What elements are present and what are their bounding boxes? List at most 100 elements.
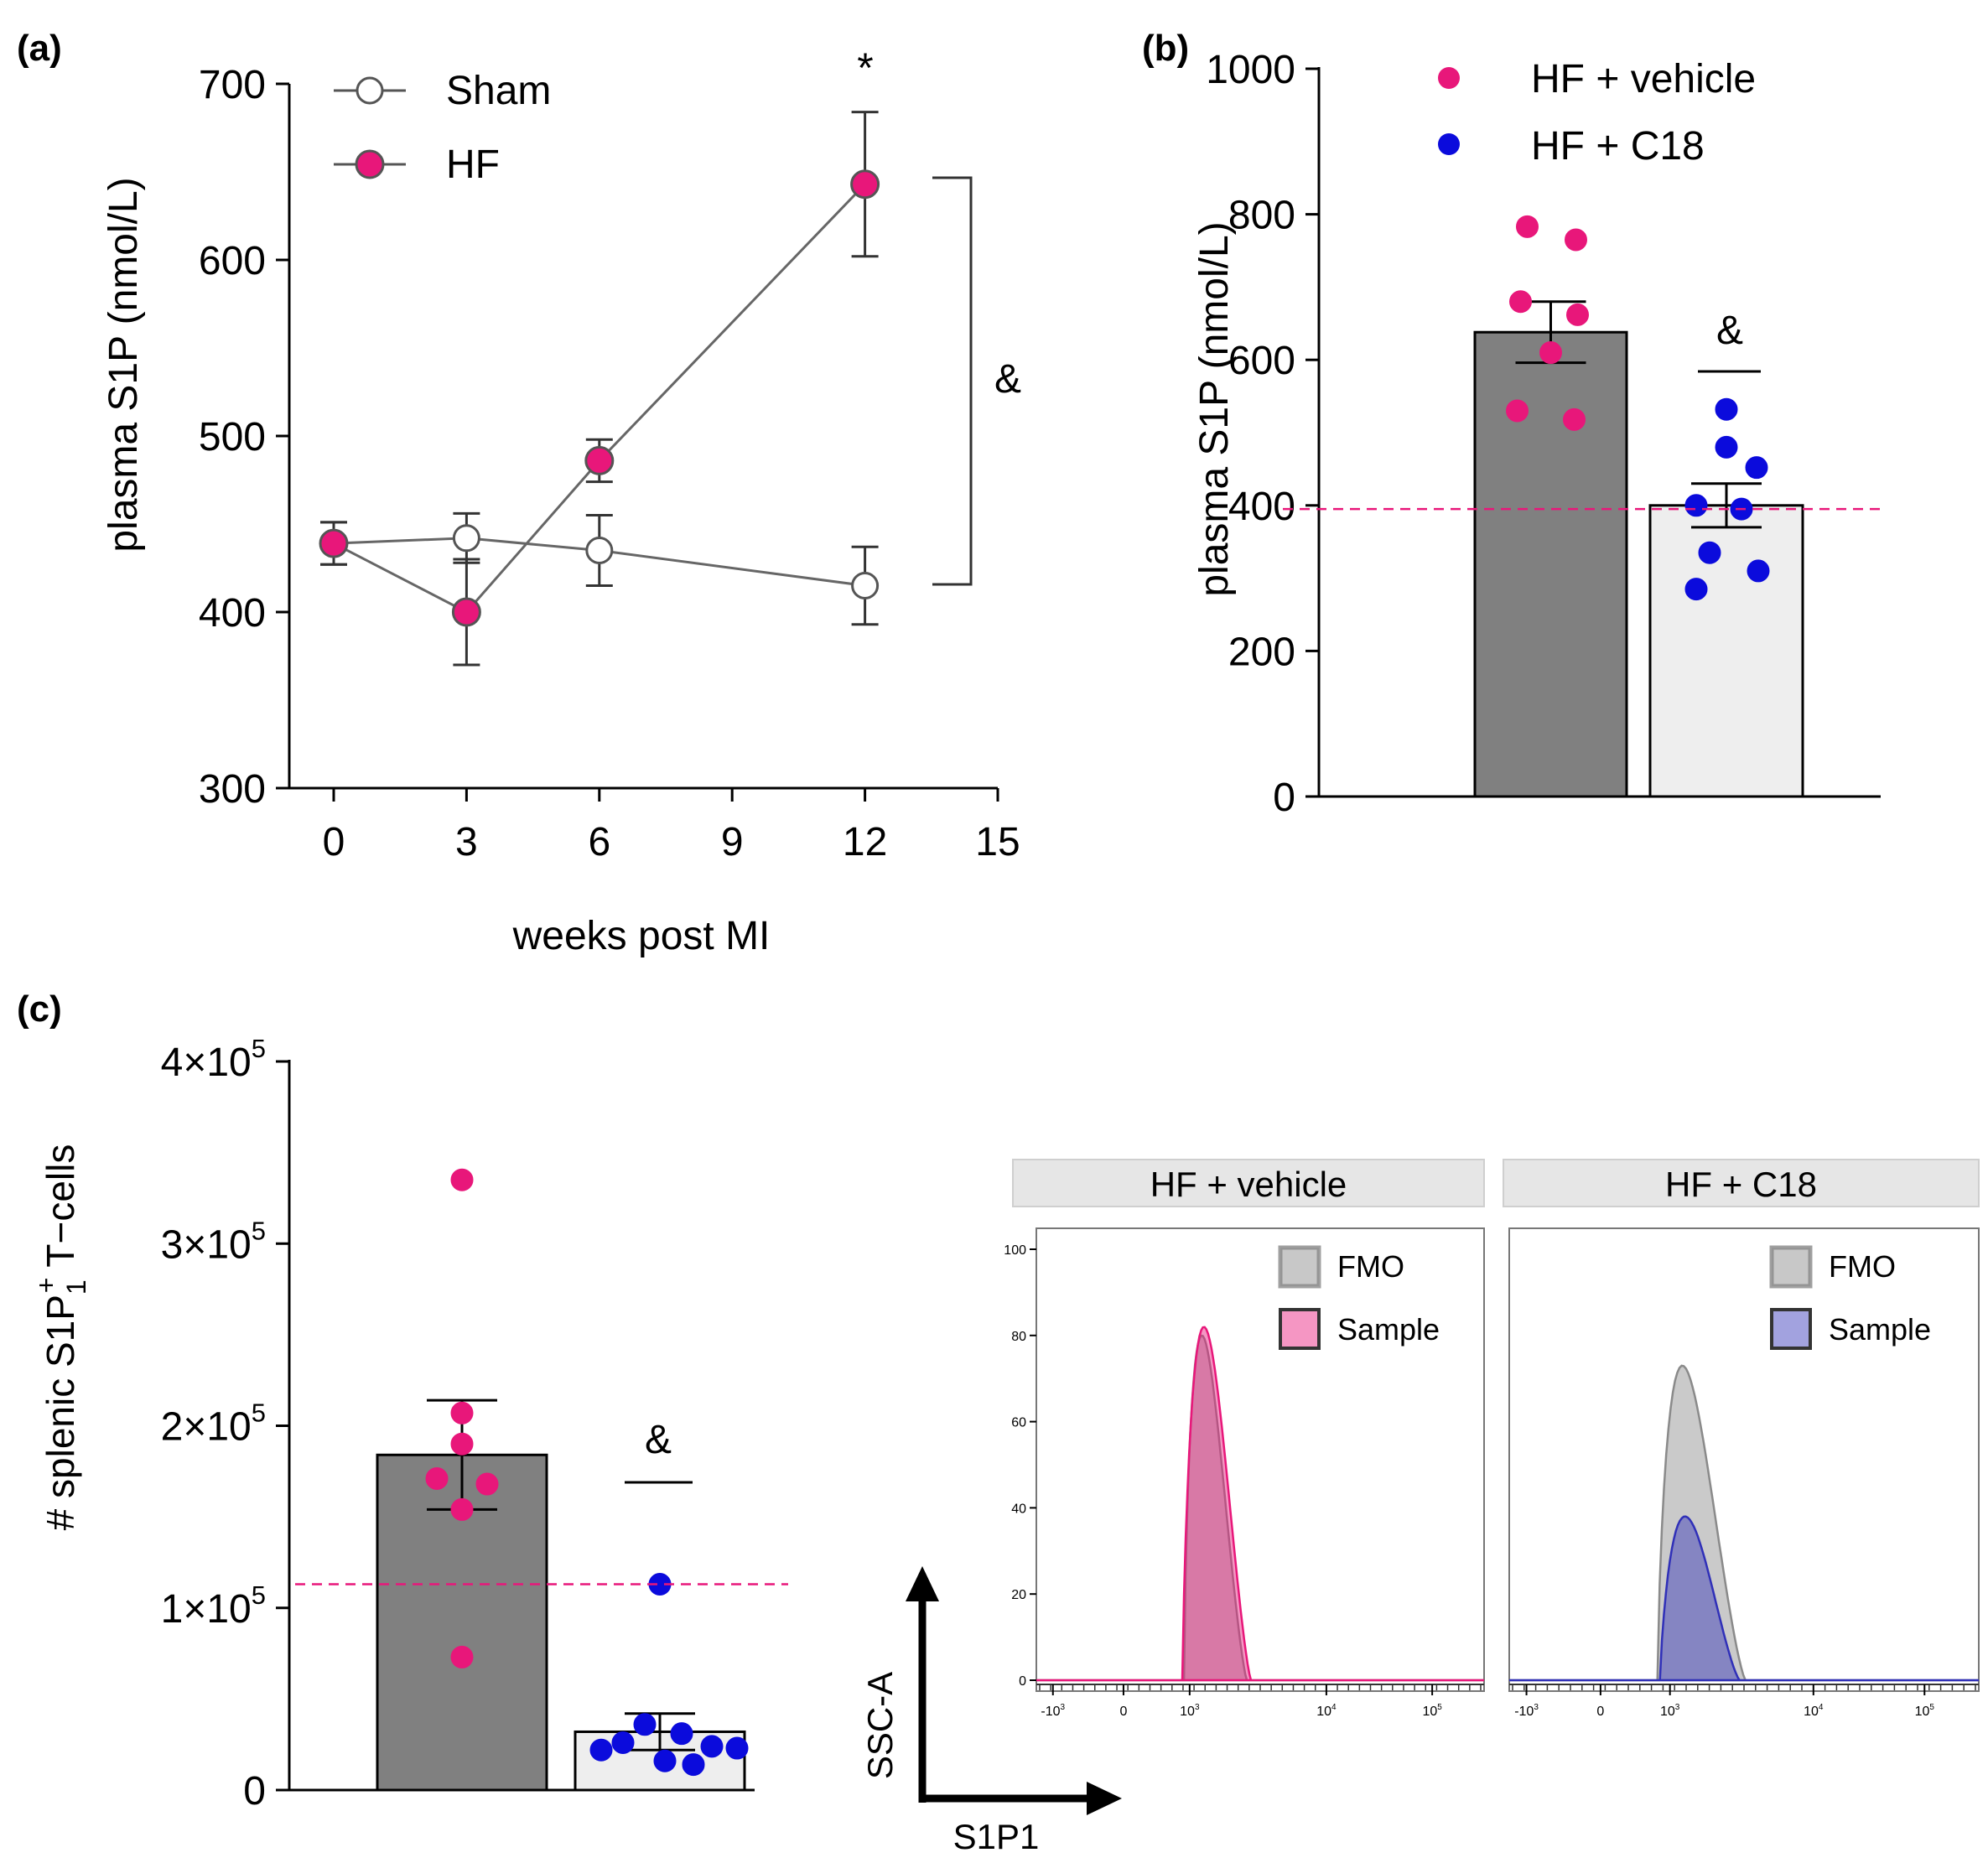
panel-a-point-hf: [451, 597, 481, 627]
panel-c-dot-0: [450, 1645, 474, 1668]
panel-c-dot-0: [475, 1472, 499, 1496]
panel-b-ytick-label: 800: [1228, 194, 1295, 238]
panel-c-dot-1: [589, 1738, 613, 1762]
flow-ytick-label: 40: [1011, 1502, 1026, 1516]
panel-a-xtick-label: 12: [843, 820, 887, 864]
facet-plot-frame: [1036, 1227, 1485, 1692]
panel-a-ylabel: plasma S1P (nmol/L): [101, 177, 146, 552]
flow-ytick-label: 100: [1004, 1243, 1026, 1258]
flow-y-axis-label: SSC-A: [860, 1672, 900, 1779]
panel-c-dot-1: [633, 1713, 657, 1736]
panel-a-star: *: [857, 44, 873, 91]
panel-c-bar-chart: 0 1×105 2×105 3×105 4×105 # splenic S1P1+ T−…: [31, 1034, 788, 1814]
flow-x-axis-label: S1P1: [953, 1817, 1040, 1856]
panel-c-ytick-label: 3×105: [161, 1216, 266, 1267]
legend-hf-label: HF: [446, 143, 500, 187]
panel-a-point-hf: [319, 528, 349, 558]
legend-fmo-swatch: [1278, 1245, 1321, 1289]
panel-c-dot-0: [425, 1467, 449, 1491]
panel-c-ytick-label: 0: [243, 1769, 266, 1814]
panel-b-bars: [1283, 215, 1882, 798]
legend-sample-label: Sample: [1829, 1312, 1931, 1347]
flow-axis-arrows: SSC-A S1P1: [860, 1566, 1122, 1856]
panel-b-sig: &: [1716, 309, 1743, 353]
flow-xtick-label: 105: [1422, 1703, 1442, 1719]
panel-label-c: (c): [17, 989, 62, 1030]
facet-plot-frame: [1508, 1227, 1980, 1692]
panel-b-dot-0: [1509, 290, 1532, 314]
panel-b-dot-1: [1745, 456, 1768, 480]
legend-sham-marker: [356, 76, 384, 105]
panel-b-ytick-label: 1000: [1206, 48, 1295, 92]
legend-fmo-label: FMO: [1829, 1249, 1896, 1284]
legend-sham-label: Sham: [446, 69, 551, 113]
legend-fmo-swatch: [1769, 1245, 1813, 1289]
panel-c-dot-1: [611, 1731, 635, 1755]
panel-c-dot-0: [450, 1401, 474, 1424]
flow-ytick-label: 60: [1011, 1416, 1026, 1430]
panel-c-dot-1: [682, 1753, 705, 1777]
panel-b-dot-0: [1566, 303, 1589, 326]
panel-c-dot-1: [700, 1735, 724, 1758]
panel-a-point-sham: [851, 572, 880, 599]
flow-xtick-label: -103: [1514, 1703, 1539, 1719]
flow-sample-histogram: [1509, 1515, 1979, 1682]
panel-label-b: (b): [1142, 28, 1189, 69]
panel-a-line-hf: [333, 183, 866, 614]
panel-c-dot-0: [450, 1497, 474, 1521]
flow-facet-0: HF + vehicle 0 20 40 60 80 100 -103 0 103 104 105 FM…: [1004, 1159, 1485, 1719]
panel-a-xtick-label: 0: [323, 820, 345, 864]
legend-c18-label: HF + C18: [1531, 124, 1705, 169]
panel-a-legend: Sham HF: [334, 69, 551, 187]
panel-c-ylabel: # splenic S1P1+ T−cells: [31, 1144, 91, 1531]
flow-xtick-label: 103: [1180, 1703, 1200, 1719]
panel-b-dot-0: [1563, 407, 1586, 431]
panel-c-dot-0: [450, 1432, 474, 1456]
flow-xtick-label: 105: [1915, 1703, 1935, 1719]
panel-b-ytick-label: 0: [1273, 776, 1295, 820]
facet-header-title: HF + vehicle: [1150, 1165, 1347, 1204]
panel-a-xtick-label: 15: [975, 820, 1020, 864]
legend-vehicle-label: HF + vehicle: [1531, 57, 1756, 101]
flow-facets: HF + vehicle 0 20 40 60 80 100 -103 0 103 104 105 FM…: [1004, 1159, 1980, 1719]
panel-c-sig: &: [645, 1418, 672, 1462]
panel-c-errorbar-1: [625, 1712, 695, 1751]
panel-b-dot-0: [1506, 399, 1529, 423]
panel-a-point-sham: [452, 524, 480, 553]
flow-xtick-label: -103: [1041, 1703, 1065, 1719]
panel-a-series: [319, 111, 880, 667]
flow-ytick-label: 80: [1011, 1330, 1026, 1344]
flow-ytick-label: 20: [1011, 1588, 1026, 1602]
panel-b-bar-chart: 0 200 400 600 800 1000 plasma S1P (nmol/L) HF…: [1192, 48, 1882, 820]
flow-fmo-histogram: [1509, 1364, 1979, 1682]
panel-c-ytick-label: 2×105: [161, 1399, 266, 1450]
panel-a-axes: 300 400 500 600 700 0 3 6 9 12 15: [199, 63, 1020, 864]
panel-a-xlabel: weeks post MI: [512, 914, 771, 958]
panel-b-dot-1: [1684, 578, 1708, 601]
panel-b-bar-0: [1473, 330, 1628, 798]
flow-xtick-label: 104: [1316, 1703, 1337, 1719]
panel-a-point-sham: [585, 537, 614, 564]
panel-b-dot-0: [1516, 215, 1539, 238]
flow-facet-1: HF + C18 -103 0 103 104 105 FMO Sample: [1503, 1159, 1980, 1719]
panel-c-dot-1: [653, 1749, 677, 1772]
panel-label-a: (a): [17, 28, 62, 69]
panel-a-bracket-label: &: [994, 357, 1021, 402]
panel-b-dot-0: [1539, 341, 1562, 365]
panel-b-axes: 0 200 400 600 800 1000: [1206, 48, 1881, 820]
panel-b-ytick-label: 200: [1228, 630, 1295, 674]
flow-histograms: HF + vehicle 0 20 40 60 80 100 -103 0 103 104 105 FM…: [860, 1159, 1980, 1856]
panel-a-ytick-label: 400: [199, 591, 266, 636]
facet-header-bg: [1503, 1159, 1980, 1207]
facet-header-title: HF + C18: [1665, 1165, 1817, 1204]
panel-c-dot-0: [450, 1168, 474, 1191]
legend-c18-dot: [1438, 133, 1460, 155]
flow-xtick-label: 0: [1119, 1705, 1127, 1719]
legend-sample-swatch: [1279, 1308, 1321, 1350]
panel-a-ytick-label: 700: [199, 63, 266, 107]
panel-b-ytick-label: 600: [1228, 339, 1295, 383]
legend-sample-swatch: [1770, 1308, 1812, 1350]
flow-xtick-label: 103: [1660, 1703, 1680, 1719]
panel-c-ytick-label: 4×105: [161, 1034, 266, 1085]
